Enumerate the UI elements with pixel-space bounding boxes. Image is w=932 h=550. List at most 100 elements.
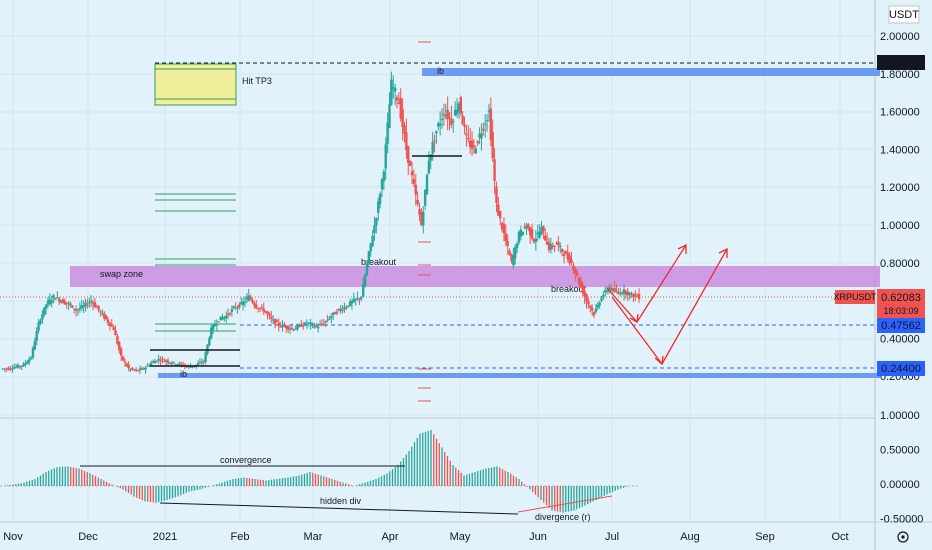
candle-body <box>382 171 386 182</box>
badge-mid[interactable] <box>877 318 925 333</box>
price-tick: 0.40000 <box>880 333 920 345</box>
price-tick: 1.40000 <box>880 144 920 156</box>
candle-body <box>495 186 498 204</box>
candle-body <box>266 311 269 315</box>
candle-body <box>348 301 352 306</box>
candle-body <box>78 308 82 310</box>
candle-body <box>566 252 569 260</box>
range-markers <box>150 155 462 367</box>
candle-body <box>309 322 312 325</box>
candle-body <box>172 361 175 363</box>
badge-last[interactable] <box>877 289 925 318</box>
candle-body <box>290 327 294 329</box>
candle-body <box>523 226 526 228</box>
candle-body <box>97 305 100 310</box>
candle-body <box>84 302 87 307</box>
candle-body <box>217 321 220 323</box>
candle-body <box>249 296 252 300</box>
symbol-text: XRPUSDT <box>833 292 877 302</box>
candle-body <box>142 368 145 370</box>
candle-body <box>367 251 371 264</box>
candle-body <box>461 115 464 125</box>
ib-band-top <box>422 68 880 76</box>
candle-body <box>256 308 260 310</box>
candle-body <box>39 320 42 324</box>
currency-badge[interactable] <box>888 5 920 24</box>
projection-arrows <box>606 243 728 366</box>
candle-body <box>410 171 414 176</box>
candle-body <box>208 338 211 346</box>
candle-body <box>251 299 254 303</box>
candle-body <box>547 242 551 251</box>
divergence-line <box>517 495 613 513</box>
candle-body <box>243 301 247 303</box>
candle-body <box>497 204 500 216</box>
candle-body <box>476 141 479 144</box>
candle-body <box>521 231 524 236</box>
candle-body <box>121 356 125 361</box>
time-tick: Jun <box>529 531 547 543</box>
hidden-div-line <box>159 502 519 515</box>
candle-body <box>300 324 303 327</box>
candle-body <box>635 296 639 298</box>
candle-body <box>322 323 326 325</box>
candle-body <box>331 312 335 315</box>
candle-body <box>292 329 295 331</box>
candle-body <box>170 363 174 365</box>
candle-body <box>240 302 243 304</box>
candle-body <box>58 298 61 302</box>
candle-body <box>326 319 329 321</box>
candle-body <box>118 342 121 351</box>
ib-label-top: ib <box>437 66 444 76</box>
candle-body <box>590 307 594 311</box>
gear-icon[interactable] <box>897 531 909 543</box>
candle-body <box>422 211 425 226</box>
candle-body <box>41 314 44 320</box>
symbol-badge[interactable] <box>835 290 875 304</box>
candle-body <box>56 297 59 299</box>
candle-body <box>483 124 487 126</box>
candle-body <box>429 154 432 161</box>
candle-body <box>18 366 22 368</box>
candle-body <box>54 298 57 300</box>
candle-body <box>491 132 494 159</box>
candle-body <box>106 319 110 323</box>
candle-body <box>123 361 127 363</box>
candle-body <box>615 290 618 292</box>
candle-body <box>89 300 93 303</box>
candle-body <box>393 87 397 92</box>
candle-body <box>480 133 483 139</box>
candle-body <box>579 280 583 287</box>
candle-body <box>602 294 605 298</box>
candle-body <box>185 366 189 368</box>
time-tick: Apr <box>381 531 398 543</box>
candle-body <box>487 110 491 112</box>
candle-body <box>459 97 462 114</box>
candle-body <box>446 109 449 120</box>
candle-body <box>500 223 504 230</box>
candle-body <box>620 293 624 295</box>
candle-body <box>303 322 307 325</box>
candle-body <box>339 308 342 311</box>
candle-body <box>133 369 136 371</box>
candle-body <box>110 324 113 327</box>
candle-body <box>594 308 598 313</box>
breakout-label-1: breakout <box>361 257 397 267</box>
oscillator-axis[interactable]: 1.00000 0.50000 0.00000 -0.50000 <box>880 410 923 526</box>
price-axis[interactable]: 2.00000 1.80000 1.60000 1.40000 1.20000 1.000… <box>880 31 920 383</box>
candle-body <box>442 114 446 116</box>
badge-low[interactable] <box>877 361 925 376</box>
candle-body <box>467 138 470 140</box>
oscillator-tick: 1.00000 <box>880 410 920 422</box>
badge-top[interactable] <box>877 55 925 70</box>
candle-body <box>474 148 478 154</box>
candle-body <box>127 364 130 369</box>
time-axis[interactable]: Nov Dec 2021 Feb Mar Apr May Jun Jul Aug Sep Oct <box>3 531 848 543</box>
candle-body <box>253 303 256 306</box>
candle-body <box>564 251 568 254</box>
candle-body <box>131 367 134 370</box>
candle-body <box>226 313 230 315</box>
time-tick: Feb <box>231 531 250 543</box>
candle-body <box>114 330 117 336</box>
